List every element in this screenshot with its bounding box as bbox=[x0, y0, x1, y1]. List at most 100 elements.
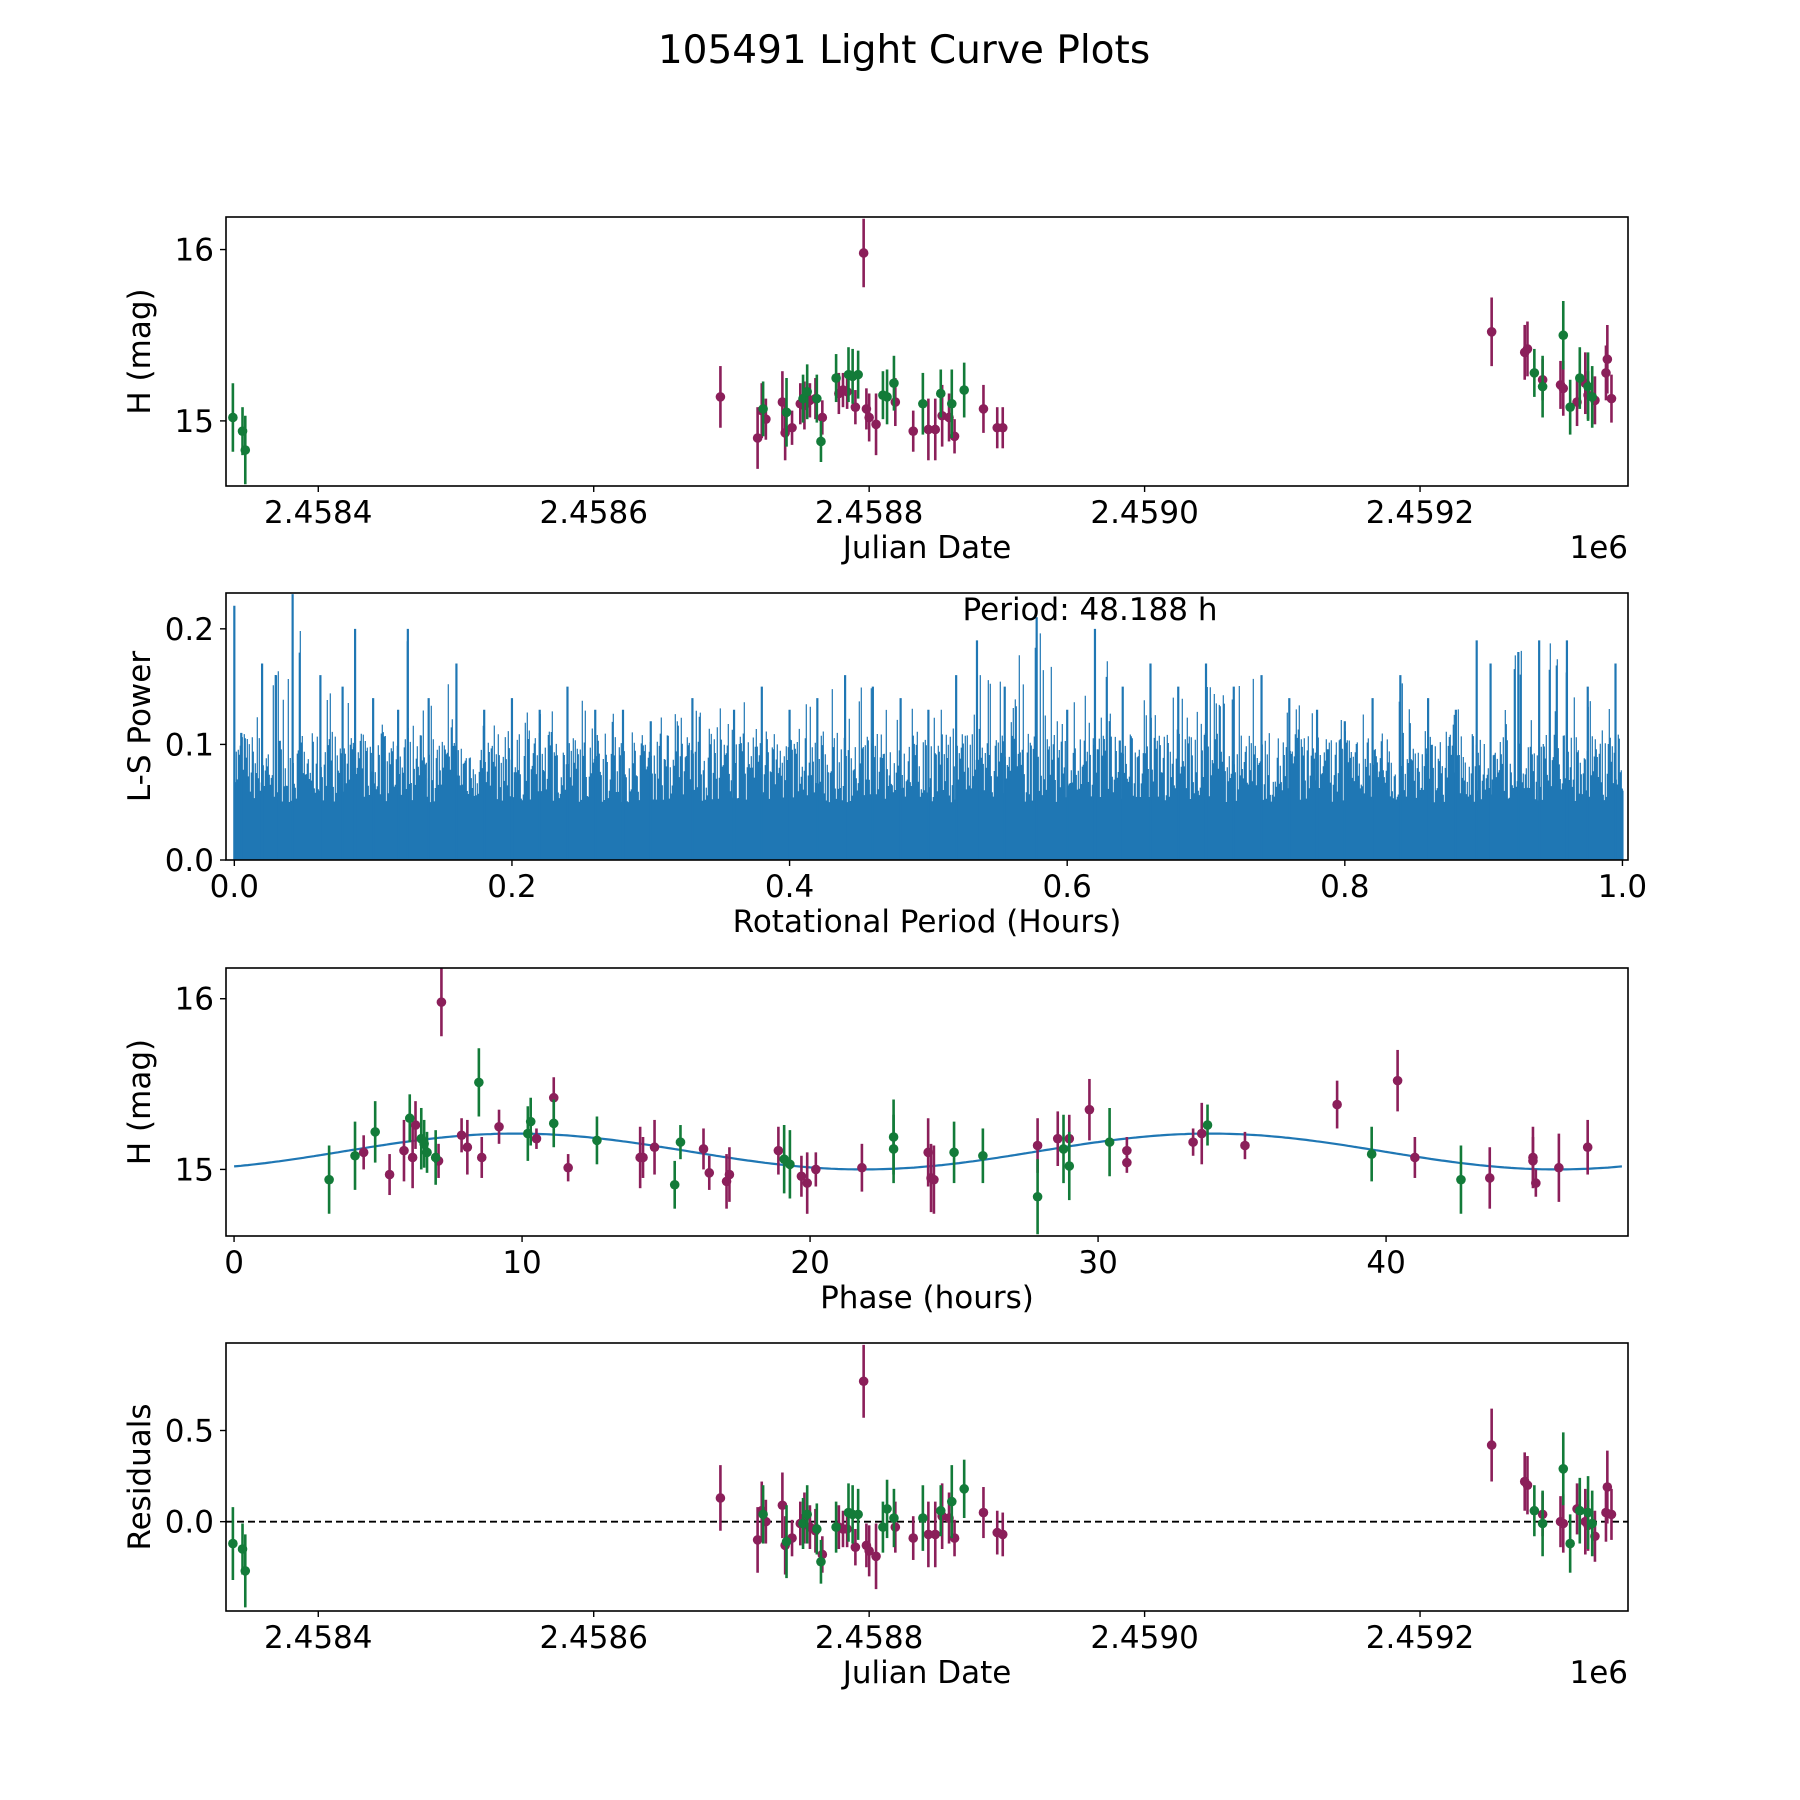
marker bbox=[1392, 1075, 1403, 1086]
data-point-band_a bbox=[531, 1128, 542, 1149]
data-point-band_a bbox=[787, 410, 797, 445]
data-point-band_a bbox=[777, 1472, 788, 1539]
data-point-band_a bbox=[704, 1155, 715, 1190]
marker bbox=[228, 1538, 238, 1549]
data-point-band_b bbox=[802, 364, 812, 420]
marker bbox=[1587, 1518, 1597, 1529]
y-tick-label: 0.1 bbox=[165, 727, 214, 763]
marker bbox=[858, 248, 869, 258]
data-point-band_b bbox=[240, 1534, 251, 1608]
data-point-band_a bbox=[1410, 1136, 1420, 1178]
data-point-band_b bbox=[946, 1465, 957, 1539]
data-point-band_a bbox=[1392, 1049, 1403, 1112]
marker bbox=[1558, 1463, 1569, 1474]
marker bbox=[240, 445, 251, 455]
marker bbox=[857, 1162, 867, 1173]
x-tick-label: 2.4592 bbox=[1366, 1620, 1474, 1656]
marker bbox=[407, 1152, 418, 1163]
data-point-band_b bbox=[240, 415, 251, 485]
marker bbox=[787, 422, 797, 433]
data-point-band_a bbox=[1484, 1147, 1495, 1209]
data-point-band_a bbox=[850, 390, 861, 425]
data-point-band_a bbox=[715, 1465, 726, 1531]
marker bbox=[1032, 1140, 1043, 1151]
data-point-band_b bbox=[350, 1121, 360, 1190]
marker bbox=[812, 393, 822, 404]
marker bbox=[563, 1162, 573, 1173]
data-point-band_a bbox=[494, 1109, 504, 1144]
data-point-band_b bbox=[758, 1485, 768, 1544]
marker bbox=[853, 369, 863, 380]
marker bbox=[1122, 1157, 1132, 1168]
data-point-band_a bbox=[1052, 1111, 1063, 1167]
marker bbox=[1486, 1440, 1497, 1450]
data-point-band_b bbox=[1529, 348, 1540, 397]
marker bbox=[853, 1509, 863, 1520]
marker bbox=[1522, 344, 1533, 354]
marker bbox=[777, 1500, 788, 1511]
data-point-band_b bbox=[1558, 1432, 1569, 1506]
plot-area bbox=[226, 1344, 1628, 1608]
marker bbox=[399, 1145, 409, 1156]
marker bbox=[476, 1152, 487, 1163]
marker bbox=[1240, 1140, 1250, 1151]
marker bbox=[1366, 1149, 1377, 1159]
marker bbox=[1064, 1161, 1075, 1171]
data-point-band_a bbox=[923, 1501, 934, 1568]
data-point-band_a bbox=[817, 400, 828, 435]
data-point-band_a bbox=[997, 1512, 1008, 1557]
marker bbox=[802, 1178, 812, 1188]
data-point-band_a bbox=[923, 398, 934, 461]
marker bbox=[842, 1524, 852, 1534]
data-point-band_b bbox=[918, 1485, 928, 1551]
data-point-band_a bbox=[1602, 1450, 1613, 1524]
y-tick-label: 0.0 bbox=[165, 1505, 214, 1541]
x-offset-label: 1e6 bbox=[1569, 1655, 1628, 1691]
marker bbox=[918, 1513, 928, 1523]
marker bbox=[1583, 381, 1593, 392]
x-tick-label: 2.4586 bbox=[539, 1620, 647, 1656]
marker bbox=[850, 402, 861, 412]
x-axis-label: Phase (hours) bbox=[820, 1280, 1034, 1316]
marker bbox=[456, 1130, 467, 1141]
y-tick-label: 0.0 bbox=[165, 843, 214, 879]
plot-area bbox=[234, 968, 1622, 1235]
data-point-band_a bbox=[1084, 1078, 1095, 1141]
x-tick-label: 0.8 bbox=[1320, 869, 1369, 905]
marker bbox=[908, 426, 919, 436]
marker bbox=[410, 1120, 421, 1130]
data-point-band_a bbox=[978, 1487, 989, 1539]
marker bbox=[525, 1116, 536, 1127]
data-point-band_a bbox=[857, 1143, 867, 1192]
data-point-band_a bbox=[724, 1147, 735, 1202]
data-point-band_b bbox=[888, 1114, 899, 1184]
y-tick-label: 0.2 bbox=[165, 612, 214, 648]
data-point-band_b bbox=[1565, 1514, 1575, 1573]
marker bbox=[864, 412, 874, 423]
marker bbox=[1122, 1145, 1132, 1156]
marker bbox=[370, 1127, 380, 1137]
data-point-band_b bbox=[812, 374, 822, 423]
x-axis-label: Julian Date bbox=[841, 1655, 1012, 1691]
data-point-band_b bbox=[935, 369, 946, 418]
marker bbox=[1554, 1162, 1564, 1173]
marker bbox=[781, 1536, 792, 1547]
data-point-band_b bbox=[959, 1459, 969, 1519]
data-point-band_b bbox=[779, 1125, 789, 1194]
marker bbox=[802, 1509, 812, 1520]
data-point-band_a bbox=[908, 1516, 919, 1560]
data-point-band_b bbox=[816, 420, 826, 463]
x-tick-label: 0.6 bbox=[1043, 869, 1092, 905]
marker bbox=[724, 1169, 735, 1180]
data-point-band_b bbox=[324, 1145, 334, 1214]
data-point-band_a bbox=[802, 1152, 812, 1214]
marker bbox=[404, 1113, 415, 1124]
data-point-band_b bbox=[812, 1503, 822, 1555]
data-point-band_b bbox=[228, 383, 238, 452]
marker bbox=[923, 424, 934, 435]
marker bbox=[1529, 1505, 1540, 1516]
marker bbox=[796, 1171, 807, 1182]
marker bbox=[816, 436, 826, 447]
marker bbox=[930, 424, 941, 435]
marker bbox=[422, 1147, 432, 1158]
